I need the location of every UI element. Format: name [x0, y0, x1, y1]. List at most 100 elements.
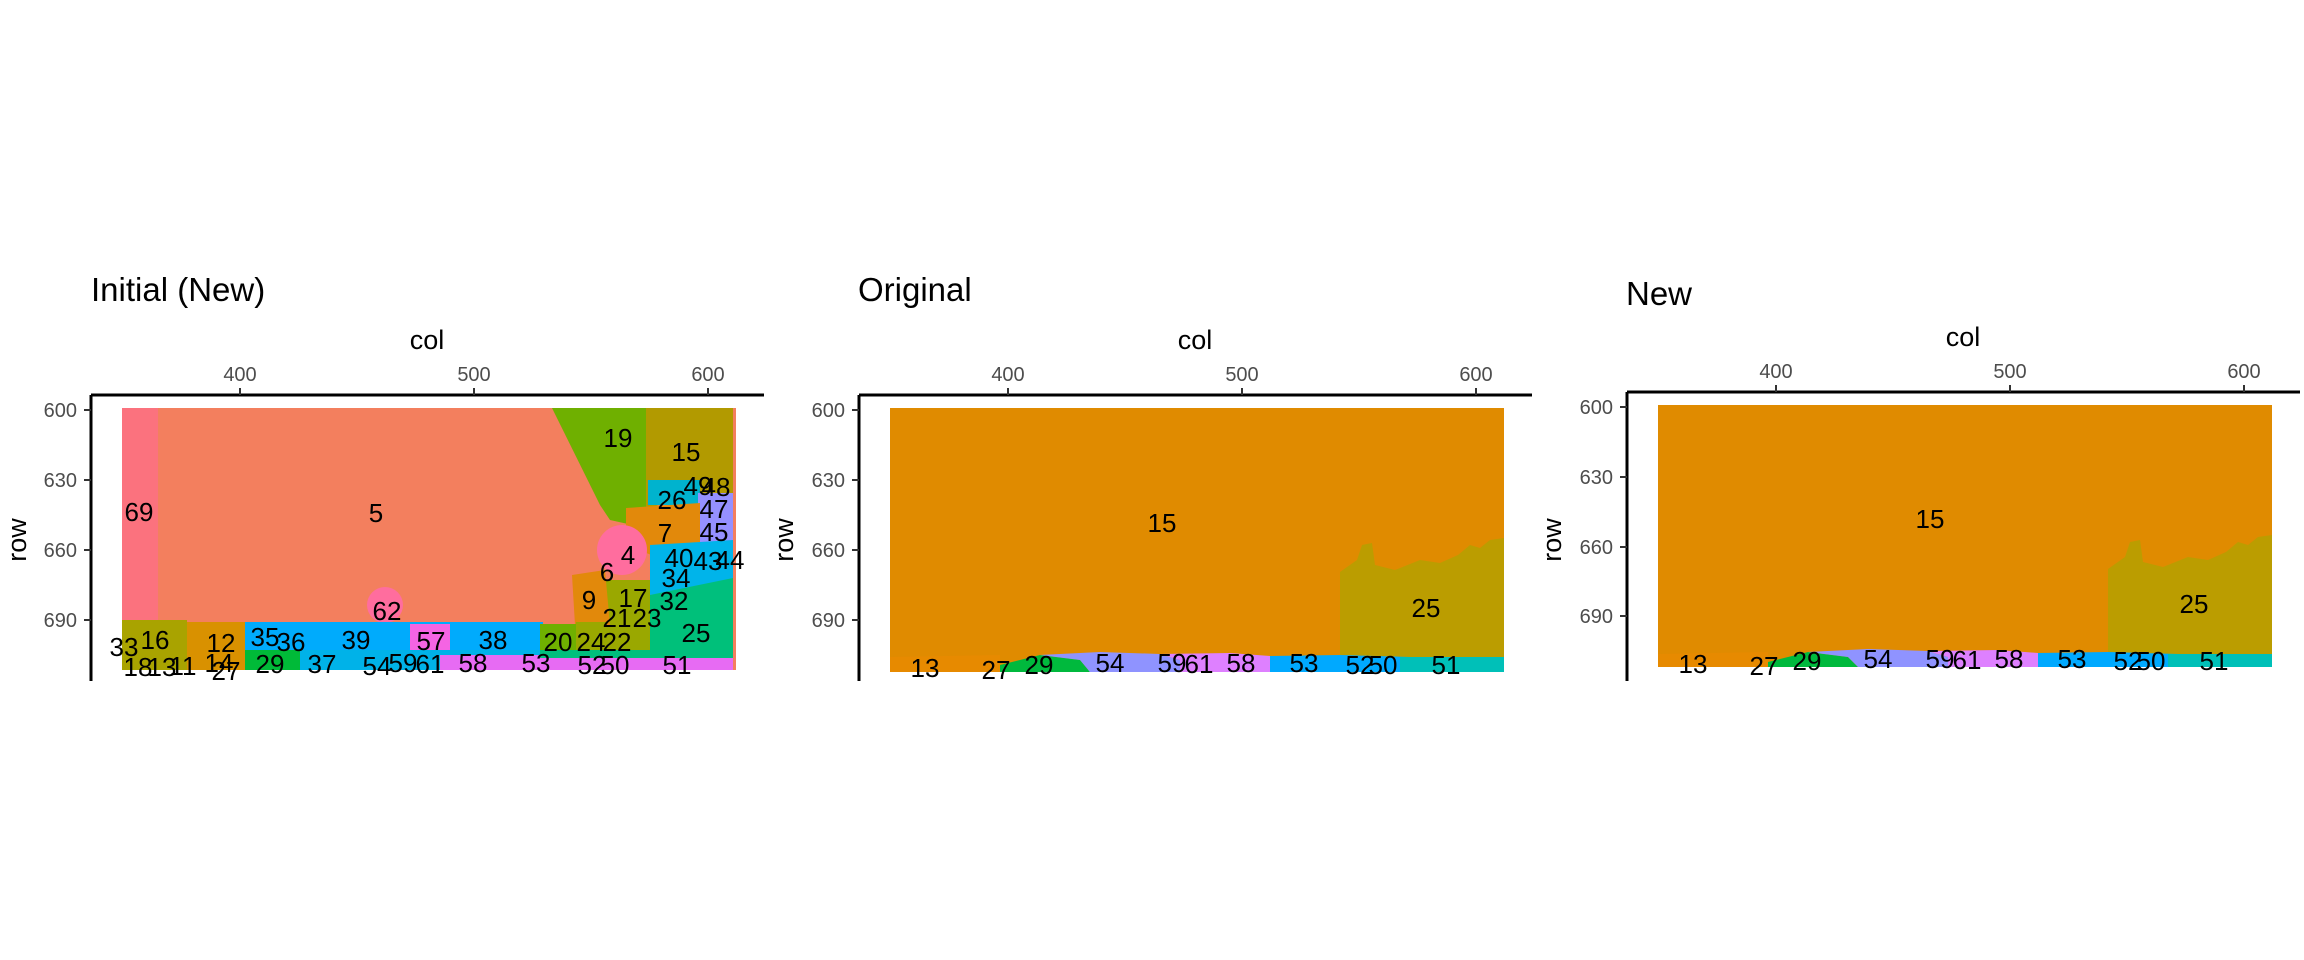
- region-label: 9: [582, 585, 596, 615]
- region-label: 61: [416, 649, 445, 679]
- region-label: 4: [621, 540, 635, 570]
- region-51: [2168, 654, 2272, 667]
- region-label: 34: [662, 563, 691, 593]
- region-label: 21: [603, 603, 632, 633]
- region-label: 62: [373, 596, 402, 626]
- region-label: 29: [1793, 646, 1822, 676]
- region-29: [1768, 652, 1858, 667]
- region-label: 58: [459, 648, 488, 678]
- region-label: 15: [1148, 508, 1177, 538]
- region-label: 59: [1926, 644, 1955, 674]
- region-53: [1270, 655, 1410, 672]
- region-label: 54: [1864, 644, 1893, 674]
- region-label: 16: [141, 625, 170, 655]
- region-59: [1928, 650, 2038, 667]
- region-9: [572, 570, 610, 625]
- region-26: [648, 480, 700, 505]
- region-label: 51: [663, 650, 692, 680]
- region-label: 61: [1953, 645, 1982, 675]
- region-label: 22: [603, 627, 632, 657]
- region-25: [2108, 535, 2272, 654]
- region-label: 52: [578, 650, 607, 680]
- panel-title: New: [1626, 275, 1692, 312]
- x-axis-title: col: [1946, 322, 1981, 352]
- region-label: 58: [1995, 644, 2024, 674]
- region-label: 15: [1916, 504, 1945, 534]
- region-16: [122, 620, 187, 670]
- region-label: 13: [1679, 649, 1708, 679]
- region-label: 13: [911, 653, 940, 683]
- region-fills: [122, 408, 736, 670]
- region-label: 54: [1096, 648, 1125, 678]
- region-label: 29: [256, 649, 285, 679]
- x-axis-title: col: [410, 325, 445, 355]
- region-label: 53: [2058, 644, 2087, 674]
- region-59: [1160, 653, 1270, 672]
- region-58: [440, 655, 733, 670]
- region-label: 51: [2200, 646, 2229, 676]
- y-ticks: 600 630 660 690: [44, 400, 91, 632]
- x-tick-label: 400: [223, 364, 256, 386]
- y-tick-label: 600: [44, 400, 77, 422]
- y-tick-label: 600: [1580, 397, 1613, 419]
- region-label: 26: [658, 485, 687, 515]
- region-label: 36: [277, 627, 306, 657]
- region-label: 45: [700, 517, 729, 547]
- region-label: 59: [1158, 648, 1187, 678]
- y-axis-title: row: [1537, 518, 1567, 562]
- y-tick-label: 660: [44, 540, 77, 562]
- region-label: 27: [212, 656, 241, 686]
- region-label: 58: [1227, 648, 1256, 678]
- x-ticks: 400 500 600: [991, 364, 1493, 395]
- region-19: [552, 408, 646, 524]
- region-12: [187, 622, 245, 670]
- region-51: [1400, 657, 1504, 672]
- region-label: 29: [1025, 650, 1054, 680]
- region-fills: [1658, 405, 2272, 667]
- region-label: 53: [522, 648, 551, 678]
- region-25: [650, 600, 733, 657]
- region-label: 19: [604, 423, 633, 453]
- region-label: 50: [2137, 646, 2166, 676]
- y-axis-title: row: [2, 518, 32, 562]
- region-label: 5: [369, 498, 383, 528]
- region-label: 14: [205, 648, 234, 678]
- x-tick-label: 500: [1225, 364, 1258, 386]
- region-label: 32: [660, 586, 689, 616]
- region-label: 43: [694, 546, 723, 576]
- region-40: [650, 540, 733, 595]
- region-13: [1658, 652, 1768, 667]
- region-4: [597, 525, 647, 575]
- region-label: 50: [601, 650, 630, 680]
- region-69: [122, 408, 158, 620]
- region-label: 48: [702, 472, 731, 502]
- region-label: 13: [148, 652, 177, 682]
- x-tick-label: 600: [2227, 361, 2260, 383]
- region-label: 18: [124, 652, 153, 682]
- region-label: 52: [2114, 646, 2143, 676]
- region-17: [600, 580, 650, 657]
- x-tick-label: 400: [991, 364, 1024, 386]
- region-label: 17: [619, 583, 648, 613]
- region-label: 44: [716, 545, 745, 575]
- region-label: 59: [389, 648, 418, 678]
- region-label: 35: [251, 622, 280, 652]
- region-54: [1040, 652, 1180, 672]
- region-label: 40: [665, 543, 694, 573]
- region-51: [540, 650, 733, 658]
- panel-original: Original col row 400 500 600 600 630 660…: [769, 271, 1532, 685]
- region-label: 54: [363, 651, 392, 681]
- y-tick-label: 630: [44, 470, 77, 492]
- region-35: [245, 622, 543, 652]
- region-label: 24: [577, 627, 606, 657]
- y-axis-title: row: [769, 518, 799, 562]
- region-labels: 15 25 13 27 29 54 59 61 58 53 52 50 51: [911, 508, 1461, 685]
- region-13: [890, 655, 1000, 672]
- region-57: [410, 624, 450, 654]
- region-53: [2038, 652, 2178, 667]
- region-fills: [890, 408, 1504, 672]
- x-axis-title: col: [1178, 325, 1213, 355]
- y-tick-label: 690: [44, 610, 77, 632]
- region-label: 6: [600, 557, 614, 587]
